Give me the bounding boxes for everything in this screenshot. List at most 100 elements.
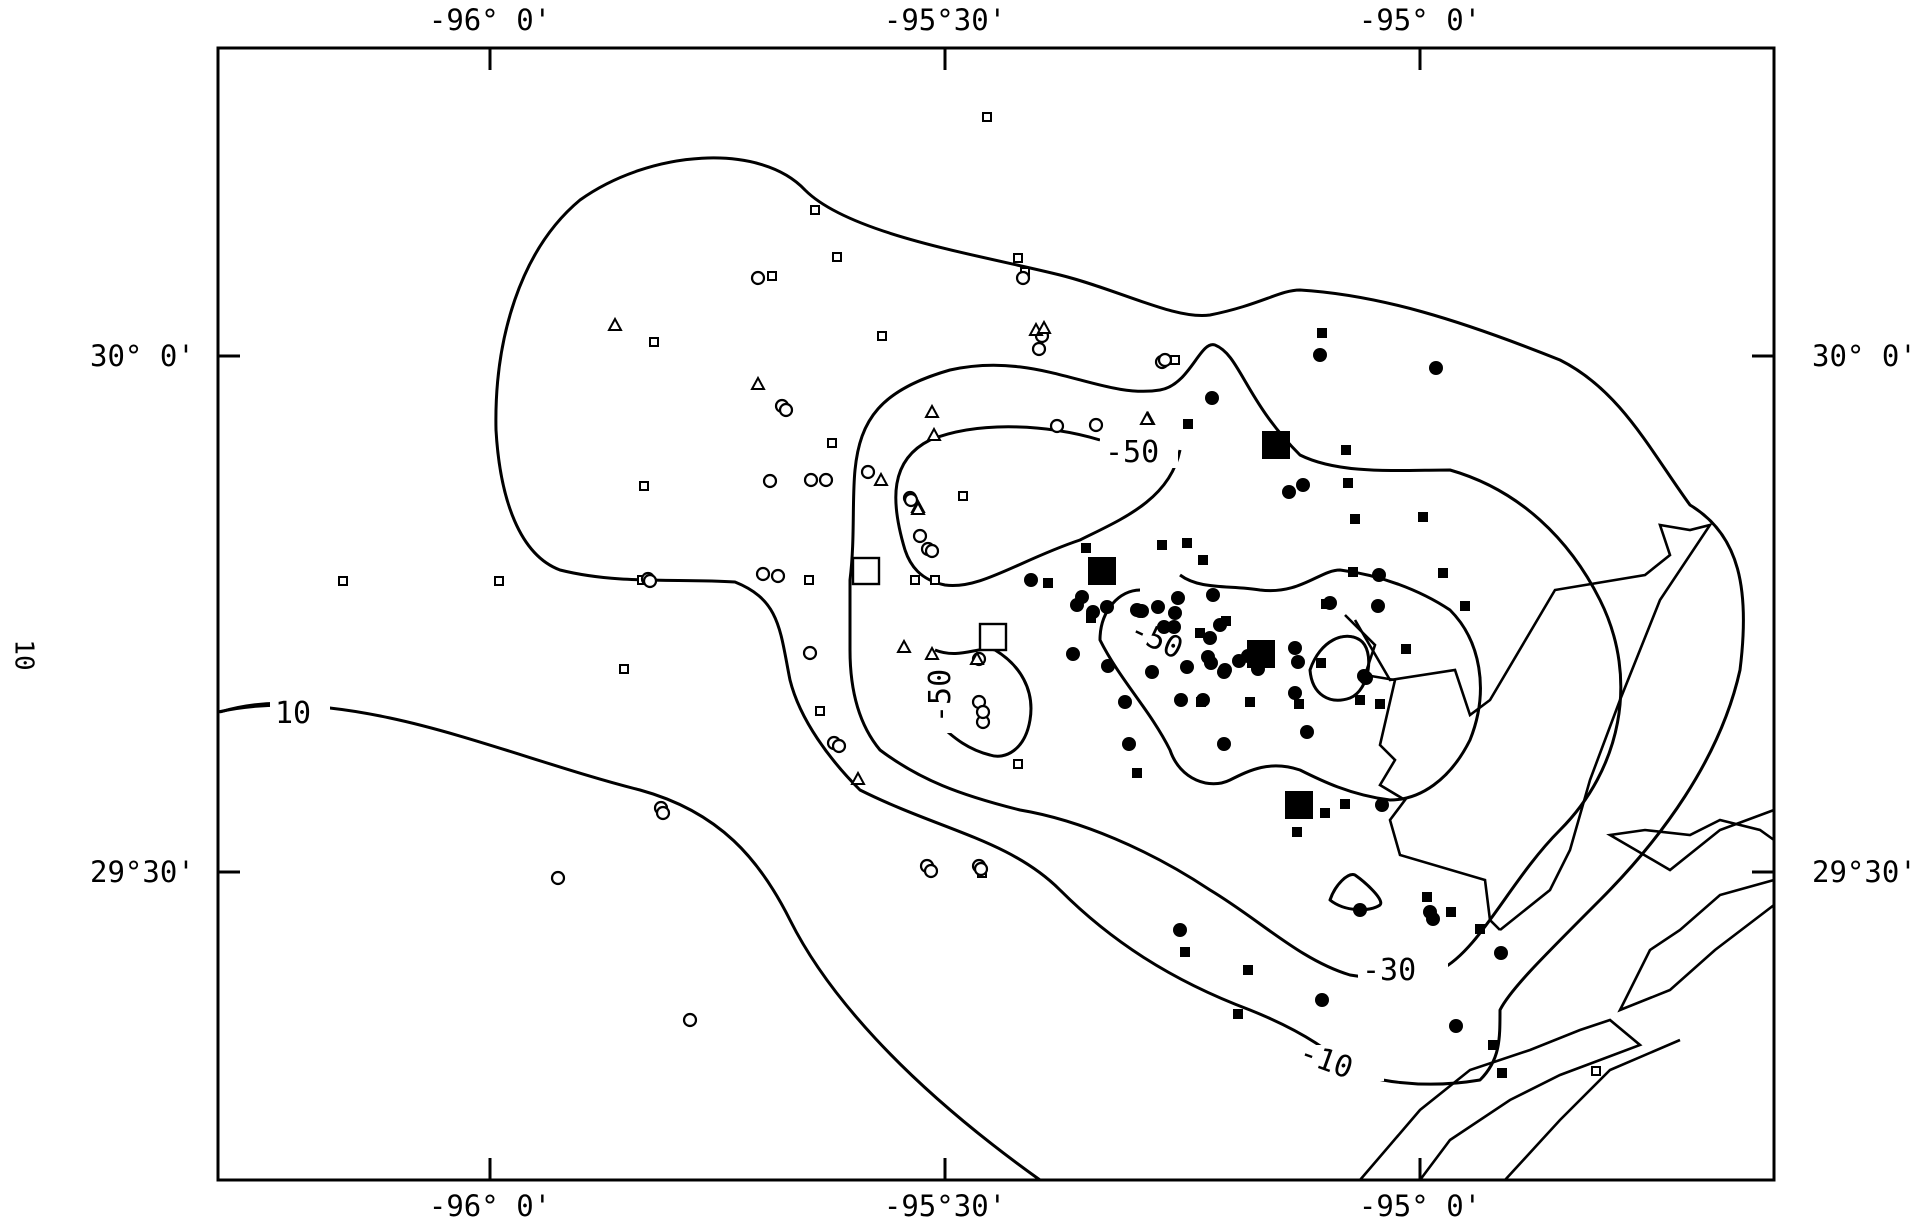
station-filled-circle bbox=[1101, 659, 1115, 673]
station-open-circle bbox=[762, 473, 778, 489]
contour-labels: -50 -50 -50 -30 -10 10 bbox=[270, 432, 1448, 1086]
station-filled-circle bbox=[1213, 618, 1227, 632]
station-open-square bbox=[1591, 1066, 1601, 1076]
station-filled-circle bbox=[1066, 647, 1080, 661]
tick-marks bbox=[218, 48, 1774, 1180]
station-filled-square bbox=[1043, 578, 1053, 588]
station-filled-square bbox=[1422, 892, 1432, 902]
top-lon-label-2: -95°30' bbox=[884, 3, 1006, 37]
station-filled-square bbox=[1320, 808, 1330, 818]
station-filled-circle bbox=[1075, 590, 1089, 604]
station-filled-circle bbox=[1288, 641, 1302, 655]
station-filled-circle bbox=[1218, 663, 1232, 677]
station-open-square bbox=[910, 575, 920, 585]
station-filled-square bbox=[1438, 568, 1448, 578]
station-large-filled-square bbox=[1285, 791, 1313, 819]
right-lat-label-2: 29°30' bbox=[1812, 855, 1917, 889]
station-filled-circle bbox=[1196, 693, 1210, 707]
station-open-circle bbox=[755, 566, 771, 582]
station-open-square bbox=[1013, 253, 1023, 263]
station-filled-square bbox=[1180, 947, 1190, 957]
station-open-circle bbox=[802, 645, 818, 661]
station-triangle bbox=[850, 770, 866, 785]
right-lat-label-1: 30° 0' bbox=[1812, 339, 1917, 373]
contour-50-south bbox=[1328, 873, 1383, 912]
station-open-square bbox=[767, 271, 777, 281]
contour-outer-10 bbox=[217, 703, 1041, 1182]
station-filled-circle bbox=[1288, 686, 1302, 700]
station-filled-circle bbox=[1100, 600, 1114, 614]
station-filled-square bbox=[1195, 628, 1205, 638]
station-filled-circle bbox=[1171, 591, 1185, 605]
station-open-circle bbox=[642, 573, 658, 589]
station-open-square bbox=[649, 337, 659, 347]
contour-label-50-north: -50 bbox=[1105, 435, 1159, 470]
station-triangle bbox=[896, 638, 912, 653]
station-filled-circle bbox=[1157, 620, 1171, 634]
station-triangle bbox=[924, 403, 940, 418]
station-filled-square bbox=[1497, 1068, 1507, 1078]
station-triangle bbox=[1036, 319, 1052, 334]
left-lat-label-2: 29°30' bbox=[90, 855, 195, 889]
station-triangle bbox=[926, 426, 942, 441]
station-filled-circle bbox=[1151, 600, 1165, 614]
station-large-filled-square bbox=[1262, 431, 1290, 459]
station-filled-square bbox=[1488, 1040, 1498, 1050]
station-open-square bbox=[815, 706, 825, 716]
station-filled-square bbox=[1418, 512, 1428, 522]
station-filled-circle bbox=[1494, 946, 1508, 960]
station-open-square bbox=[494, 576, 504, 586]
station-filled-square bbox=[1341, 445, 1351, 455]
station-open-circle bbox=[903, 492, 919, 508]
top-lon-label-3: -95° 0' bbox=[1359, 3, 1481, 37]
station-filled-circle bbox=[1217, 737, 1231, 751]
station-open-square bbox=[1170, 355, 1180, 365]
station-open-square bbox=[958, 491, 968, 501]
contour-label-30: -30 bbox=[1362, 953, 1416, 988]
contour-10-main bbox=[494, 156, 1745, 1086]
station-filled-square bbox=[1132, 768, 1142, 778]
station-open-circle bbox=[831, 738, 847, 754]
station-open-circle bbox=[1157, 352, 1173, 368]
station-large-open-square bbox=[978, 622, 1008, 652]
station-open-circle bbox=[973, 861, 989, 877]
station-open-square bbox=[804, 575, 814, 585]
station-open-square bbox=[877, 331, 887, 341]
bottom-lon-label-2: -95°30' bbox=[884, 1189, 1006, 1220]
station-filled-circle bbox=[1133, 604, 1147, 618]
station-filled-circle bbox=[1296, 478, 1310, 492]
station-filled-square bbox=[1198, 555, 1208, 565]
station-filled-circle bbox=[1167, 620, 1181, 634]
station-open-square bbox=[832, 252, 842, 262]
station-open-circle bbox=[803, 472, 819, 488]
station-open-square bbox=[982, 112, 992, 122]
station-filled-circle bbox=[1429, 361, 1443, 375]
station-triangle bbox=[750, 375, 766, 390]
station-open-circle bbox=[1049, 418, 1065, 434]
top-lon-label-1: -96° 0' bbox=[429, 3, 551, 37]
station-filled-square bbox=[1375, 699, 1385, 709]
coastline-segment-6 bbox=[1504, 1038, 1681, 1181]
station-filled-circle bbox=[1426, 912, 1440, 926]
station-filled-circle bbox=[1449, 1019, 1463, 1033]
coastline-segment-2 bbox=[1353, 522, 1713, 932]
station-filled-square bbox=[1446, 907, 1456, 917]
station-filled-circle bbox=[1024, 573, 1038, 587]
contour-lines bbox=[217, 156, 1745, 1182]
contour-50-loop bbox=[1308, 634, 1371, 702]
station-filled-circle bbox=[1174, 693, 1188, 707]
station-filled-square bbox=[1343, 478, 1353, 488]
station-open-circle bbox=[750, 270, 766, 286]
station-open-square bbox=[810, 205, 820, 215]
coastline bbox=[1344, 522, 1775, 1181]
station-filled-circle bbox=[1371, 599, 1385, 613]
station-open-circle bbox=[550, 870, 566, 886]
station-filled-square bbox=[1292, 827, 1302, 837]
station-filled-circle bbox=[1206, 588, 1220, 602]
station-filled-square bbox=[1340, 799, 1350, 809]
station-filled-square bbox=[1245, 697, 1255, 707]
left-lat-label-1: 30° 0' bbox=[90, 339, 195, 373]
station-triangle bbox=[924, 645, 940, 660]
contour-label-10-west: 10 bbox=[275, 696, 311, 731]
station-filled-square bbox=[1316, 658, 1326, 668]
